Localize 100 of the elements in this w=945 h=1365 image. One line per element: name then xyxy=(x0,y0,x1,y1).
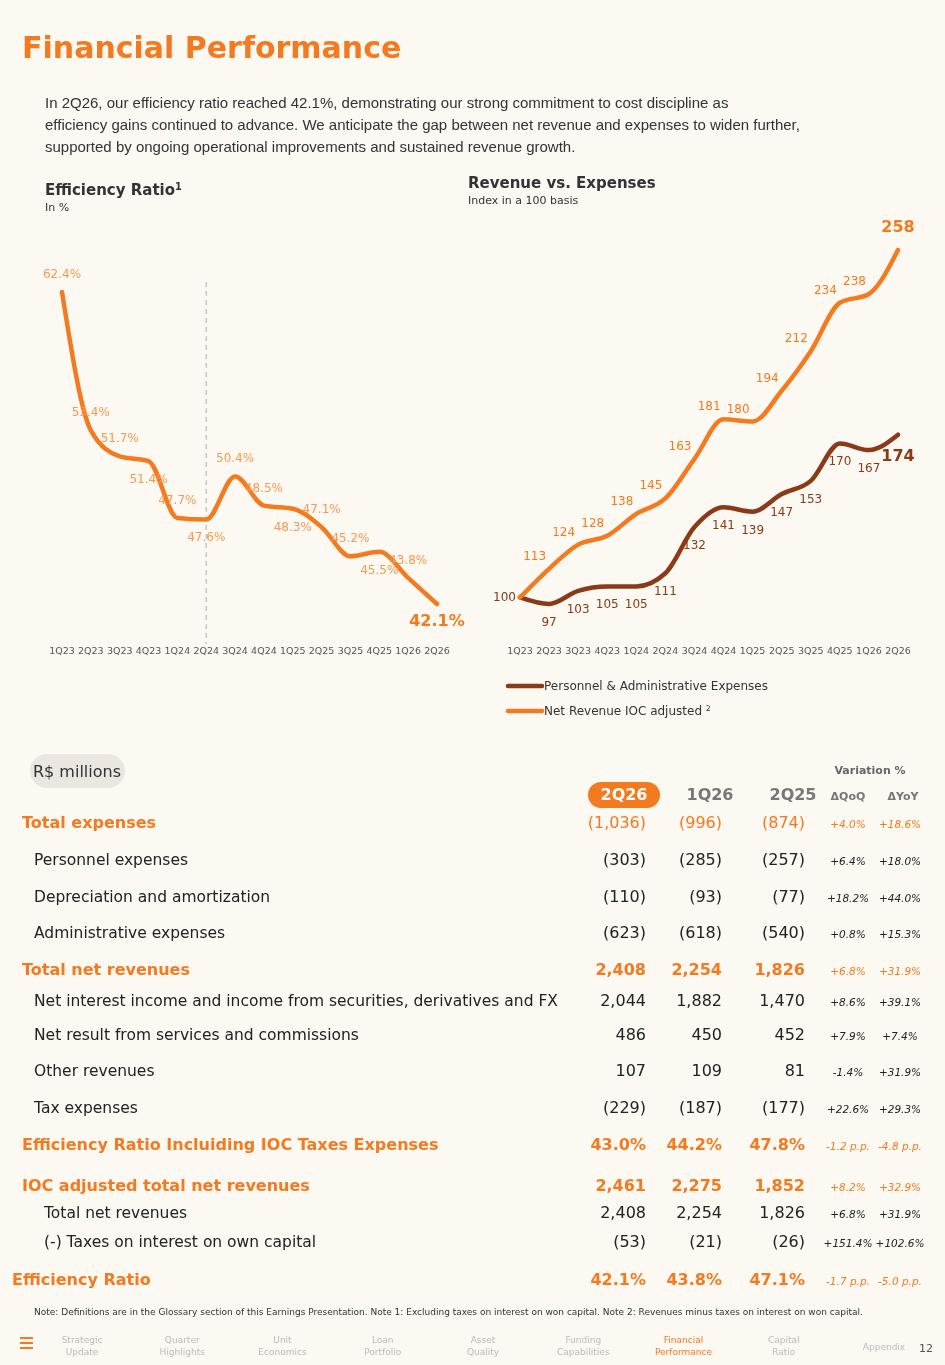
category-label: Strategic Update xyxy=(61,1335,103,1357)
data-label: 42.1% xyxy=(409,611,465,630)
text: Financial Performance xyxy=(22,30,402,65)
data-label: 170 xyxy=(828,454,852,469)
text: (26) xyxy=(772,1232,805,1251)
data-label: 100 xyxy=(493,590,516,605)
data-label: 62.4% xyxy=(42,267,82,281)
text: +6.8% xyxy=(830,1208,866,1220)
text: +6.8% xyxy=(830,965,866,977)
text: 43.8% xyxy=(666,1270,722,1289)
x-tick-label: 4Q23 xyxy=(135,645,162,656)
legend-label: Net Revenue IOC adjusted $^{2}$ xyxy=(544,703,711,718)
x-tick-label: 1Q26 xyxy=(395,645,421,656)
x-tick-label: 1Q23 xyxy=(507,645,533,656)
text: +31.9% xyxy=(878,965,922,977)
text: Variation % xyxy=(834,764,906,777)
data-label: 47.6% xyxy=(187,530,226,545)
data-label: 153 xyxy=(799,491,823,506)
text: +32.9% xyxy=(878,1181,922,1193)
category-label: Net interest income and income from securities, derivatives and FX xyxy=(34,992,558,1010)
text: 107 xyxy=(615,1061,646,1080)
data-label: 128 xyxy=(581,515,605,530)
text: 47.8% xyxy=(749,1135,805,1154)
data-label: 145 xyxy=(639,478,663,493)
data-label: 50.4% xyxy=(216,451,255,466)
text: (623) xyxy=(602,923,646,942)
data-label: 45.2% xyxy=(331,531,370,546)
text: (177) xyxy=(761,1098,805,1117)
category-label: (-) Taxes on interest on own capital xyxy=(44,1233,317,1251)
text: +18.2% xyxy=(826,892,870,904)
text: +6.4% xyxy=(830,855,866,867)
data-label: 194 xyxy=(755,370,779,385)
text: 452 xyxy=(774,1025,805,1044)
chart-title: Efficiency Ratio$^{1}$ xyxy=(45,180,183,199)
data-label: 139 xyxy=(741,522,765,537)
category-label: Net result from services and commissions xyxy=(34,1026,359,1044)
text: Note: Definitions are in the Glossary section of this Earnings Presentation. Note 1: Excluding taxes on interest on won capital. Note 2: Revenues minus taxes on interest on won capital. xyxy=(34,1307,863,1317)
x-tick-label: 2Q23 xyxy=(78,645,104,656)
category-label: Funding Capabilities xyxy=(557,1335,610,1357)
text: (110) xyxy=(602,887,646,906)
category-label: Unit Economics xyxy=(258,1335,307,1357)
text: +29.3% xyxy=(878,1103,922,1115)
text: 44.2% xyxy=(666,1135,722,1154)
x-tick-label: 3Q23 xyxy=(565,645,591,656)
text: +7.9% xyxy=(830,1030,866,1042)
text: +22.6% xyxy=(826,1103,870,1115)
text: -1.2 p.p. xyxy=(826,1140,870,1152)
data-label: 51.7% xyxy=(100,431,139,446)
text: 450 xyxy=(691,1025,722,1044)
x-tick-label: 4Q25 xyxy=(827,645,853,656)
text: 12 xyxy=(919,1342,933,1355)
text: 2,408 xyxy=(595,960,646,979)
text: +15.3% xyxy=(878,928,922,940)
text: 1,882 xyxy=(676,991,722,1010)
category-label: 1Q26 xyxy=(686,785,734,804)
text: (996) xyxy=(678,813,722,832)
category-label: ΔQoQ xyxy=(830,790,866,803)
text: (21) xyxy=(689,1232,722,1251)
data-label: 105 xyxy=(595,597,619,612)
text: +4.0% xyxy=(830,818,866,830)
category-label: IOC adjusted total net revenues xyxy=(22,1176,310,1195)
x-tick-label: 1Q24 xyxy=(164,645,191,656)
text: +39.1% xyxy=(878,996,922,1008)
text: 2,461 xyxy=(595,1176,646,1195)
data-label: 113 xyxy=(523,548,547,563)
text: -4.8 p.p. xyxy=(878,1140,922,1152)
chart-subtitle: Index in a 100 basis xyxy=(468,194,579,207)
category-label: Depreciation and amortization xyxy=(34,888,271,906)
category-label: Total net revenues xyxy=(44,1204,188,1222)
text: 2,254 xyxy=(671,960,722,979)
data-label: 47.1% xyxy=(302,502,341,517)
x-tick-label: 3Q25 xyxy=(797,645,824,656)
x-tick-label: 3Q25 xyxy=(337,645,364,656)
x-tick-label: 4Q24 xyxy=(710,645,737,656)
x-tick-label: 1Q23 xyxy=(49,645,75,656)
category-label: Quarter Highlights xyxy=(159,1335,206,1357)
x-tick-label: 4Q23 xyxy=(594,645,621,656)
text: -1.4% xyxy=(832,1066,864,1078)
text: +0.8% xyxy=(830,928,866,940)
data-label: 163 xyxy=(668,438,692,453)
text: R$ millions xyxy=(32,762,122,781)
category-label: Total net revenues xyxy=(22,960,190,979)
text: +18.0% xyxy=(878,855,922,867)
data-label: 234 xyxy=(813,282,837,297)
x-tick-label: 1Q26 xyxy=(856,645,882,656)
chart-title: Revenue vs. Expenses xyxy=(468,174,656,192)
text: (53) xyxy=(613,1232,646,1251)
x-tick-label: 2Q25 xyxy=(308,645,335,656)
x-tick-label: 3Q23 xyxy=(106,645,133,656)
text: (229) xyxy=(602,1098,646,1117)
text: (257) xyxy=(761,850,805,869)
data-label: 111 xyxy=(653,584,677,599)
data-label: 48.3% xyxy=(273,519,312,534)
data-label: 147 xyxy=(770,505,794,520)
x-tick-label: 2Q24 xyxy=(193,645,220,656)
text: +102.6% xyxy=(875,1237,925,1249)
text: (1,036) xyxy=(587,813,646,832)
category-label: ΔYoY xyxy=(887,790,920,803)
data-label: 45.5% xyxy=(360,562,399,577)
category-label: Administrative expenses xyxy=(34,924,226,942)
